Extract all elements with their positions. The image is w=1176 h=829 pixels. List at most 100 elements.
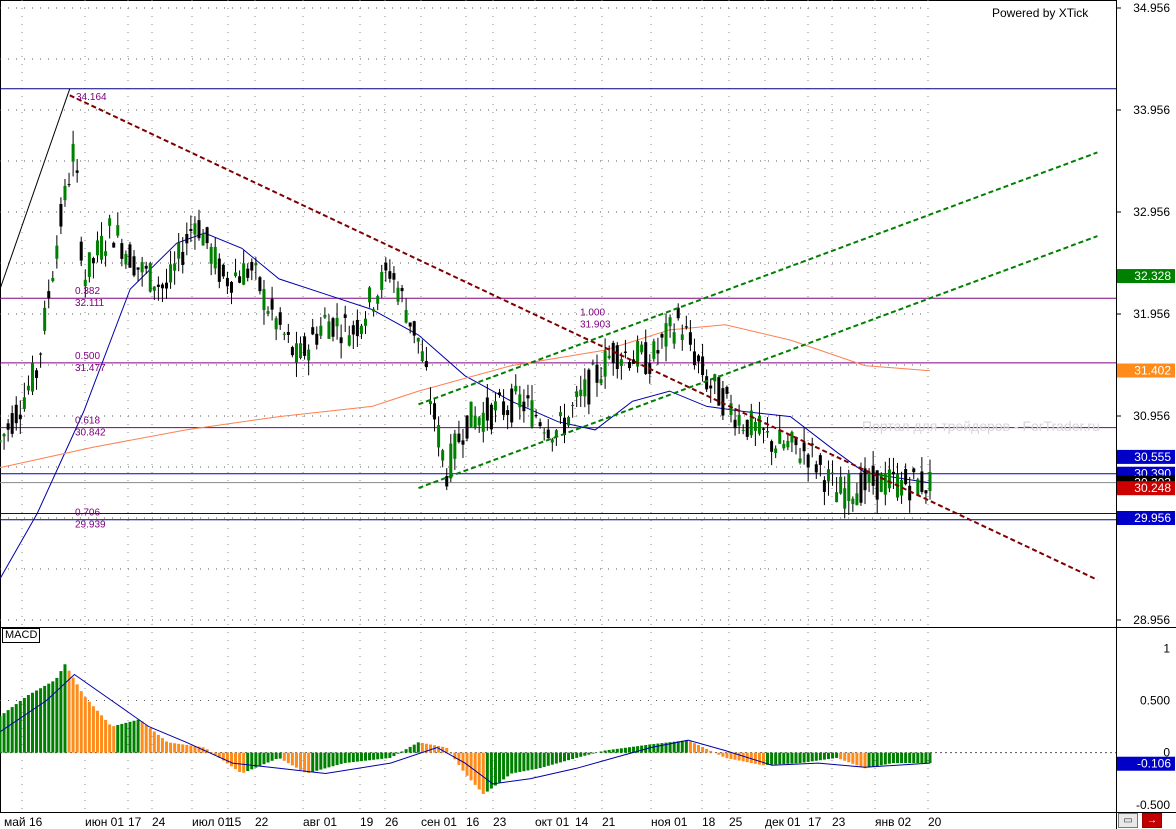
time-tick-label: июн 01 <box>85 815 124 829</box>
candle-body <box>644 342 648 374</box>
candle-body <box>847 473 851 502</box>
fib-price-label: 31.903 <box>580 319 611 330</box>
candle-body <box>136 267 140 270</box>
macd-bar <box>35 690 39 753</box>
candle-body <box>124 253 128 265</box>
candle-body <box>262 288 266 311</box>
macd-bar <box>725 752 729 759</box>
macd-bar <box>636 746 640 753</box>
macd-bar <box>457 752 461 765</box>
candle-body <box>43 307 47 331</box>
candle-body <box>408 322 412 327</box>
macd-bar <box>627 747 631 753</box>
macd-bar <box>307 752 311 774</box>
macd-bar <box>91 706 95 753</box>
candle-body <box>229 281 233 293</box>
candle-body <box>871 465 875 486</box>
candle-body <box>757 415 761 434</box>
candle-body <box>636 340 640 367</box>
macd-bar <box>603 750 607 753</box>
macd-bar <box>124 722 128 753</box>
candle-body <box>705 376 709 390</box>
time-tick-label: 23 <box>493 815 507 829</box>
candle-body <box>335 317 339 327</box>
candle-body <box>380 271 384 290</box>
candle-body <box>189 228 193 232</box>
macd-bar <box>489 752 493 789</box>
candle-body <box>2 434 6 437</box>
candle-body <box>213 246 217 269</box>
macd-bar <box>701 747 705 753</box>
macd-bar <box>169 742 173 753</box>
candle-body <box>514 385 518 392</box>
macd-bar <box>234 752 238 770</box>
macd-tick-label: 0 <box>1163 746 1170 760</box>
macd-bar <box>583 752 587 756</box>
macd-bar <box>246 752 250 772</box>
candle-body <box>388 271 392 279</box>
macd-bar <box>473 752 477 785</box>
candle-body <box>282 333 286 335</box>
price-tick-label: 31.956 <box>1133 307 1170 321</box>
macd-bar <box>262 752 266 765</box>
macd-bar <box>485 752 489 792</box>
candle-body <box>59 204 63 227</box>
macd-bar <box>810 752 814 762</box>
candlestick-series <box>0 130 932 519</box>
macd-bar <box>22 697 26 753</box>
candle-body <box>477 417 481 426</box>
candle-body <box>916 479 920 496</box>
macd-bar <box>790 752 794 764</box>
candle-body <box>632 359 636 364</box>
candle-body <box>680 334 684 340</box>
macd-bar <box>737 752 741 761</box>
macd-bar <box>619 748 623 753</box>
macd-bar <box>156 734 160 753</box>
candle-body <box>562 417 566 436</box>
candle-body <box>22 397 26 409</box>
candle-body <box>278 312 282 325</box>
macd-bar <box>908 752 912 764</box>
macd-bar <box>757 752 761 765</box>
macd-bar <box>315 752 319 771</box>
candle-body <box>875 470 879 500</box>
macd-bar <box>18 701 22 753</box>
macd-bar <box>238 752 242 772</box>
candle-body <box>91 258 95 264</box>
status-toolbar: ▭ → <box>1118 813 1174 828</box>
macd-bar <box>47 683 51 753</box>
macd-bar <box>2 713 6 753</box>
candle-body <box>351 325 355 335</box>
window-icon[interactable]: ▭ <box>1118 813 1138 828</box>
macd-bar <box>916 752 920 764</box>
candle-body <box>116 225 120 236</box>
macd-bar <box>672 741 676 753</box>
macd-bar <box>380 752 384 759</box>
candle-body <box>319 325 323 336</box>
candle-body <box>368 287 372 303</box>
macd-bar <box>774 752 778 765</box>
candle-body <box>729 403 733 415</box>
macd-bar <box>59 671 63 753</box>
macd-bar <box>87 701 91 753</box>
candle-body <box>814 464 818 473</box>
candle-body <box>315 333 319 345</box>
candle-body <box>51 277 55 282</box>
candle-body <box>35 370 39 379</box>
time-tick-label: 18 <box>702 815 716 829</box>
candle-body <box>457 433 461 443</box>
time-tick-label: 26 <box>385 815 399 829</box>
candle-body <box>806 454 810 468</box>
macd-bar <box>753 752 757 764</box>
candle-body <box>664 323 668 347</box>
candle-body <box>323 314 327 318</box>
candle-body <box>55 245 59 259</box>
macd-bar <box>258 752 262 766</box>
macd-bar <box>924 752 928 764</box>
exit-icon[interactable]: → <box>1142 813 1162 828</box>
macd-bar <box>770 752 774 765</box>
candle-body <box>449 443 453 479</box>
macd-bar <box>327 752 331 768</box>
fib-price-label: 29.939 <box>75 520 106 531</box>
